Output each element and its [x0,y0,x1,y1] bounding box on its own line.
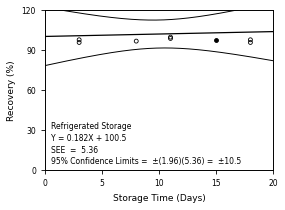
Text: Refrigerated Storage
Y = 0.182X + 100.5
SEE  =  5.36
95% Confidence Limits =  ±(: Refrigerated Storage Y = 0.182X + 100.5 … [51,122,241,167]
Point [248,41,253,44]
Point [248,38,253,41]
Point [168,37,173,40]
Point [214,38,218,42]
Point [77,38,82,41]
Point [134,39,139,43]
Y-axis label: Recovery (%): Recovery (%) [7,60,16,121]
Point [168,35,173,39]
Point [77,41,82,44]
X-axis label: Storage Time (Days): Storage Time (Days) [113,194,205,203]
